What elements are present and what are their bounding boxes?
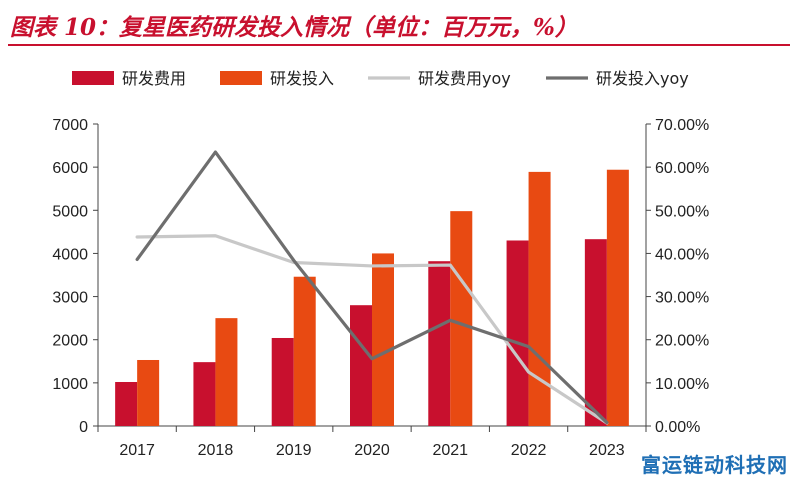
bar-rd-investment — [606, 169, 629, 426]
right-tick-label: 40.00% — [655, 246, 709, 263]
chart-title: 图表 10：复星医药研发投入情况（单位：百万元，%） — [10, 14, 578, 41]
legend-item: 研发投入 — [220, 69, 334, 88]
bar-rd-expense — [506, 240, 529, 426]
legend-item: 研发费用yoy — [368, 69, 511, 88]
bar-rd-investment — [450, 211, 473, 426]
x-tick-label: 2021 — [432, 442, 468, 459]
bar-rd-expense — [584, 239, 607, 426]
left-tick-label: 6000 — [52, 160, 88, 177]
bar-rd-investment — [215, 318, 238, 426]
title-rule — [8, 44, 790, 46]
watermark: 富运链动科技网 — [641, 453, 788, 477]
bar-rd-expense — [428, 261, 451, 426]
legend-label: 研发费用 — [122, 69, 186, 88]
left-tick-label: 2000 — [52, 333, 88, 350]
x-tick-label: 2023 — [589, 442, 625, 459]
right-tick-label: 50.00% — [655, 203, 709, 220]
bar-rd-expense — [115, 381, 138, 426]
bars — [115, 169, 629, 426]
legend-item: 研发投入yoy — [546, 69, 689, 88]
x-tick-label: 2022 — [511, 442, 547, 459]
bar-rd-expense — [271, 337, 294, 426]
bar-rd-investment — [372, 253, 394, 426]
bar-rd-expense — [193, 362, 216, 426]
left-tick-label: 0 — [79, 419, 88, 436]
right-tick-label: 70.00% — [655, 117, 709, 134]
right-tick-label: 30.00% — [655, 290, 709, 307]
legend-swatch-bar — [72, 71, 114, 85]
legend-label: 研发投入 — [270, 69, 334, 88]
x-tick-label: 2018 — [198, 442, 234, 459]
x-tick-label: 2017 — [119, 442, 155, 459]
x-tick-label: 2020 — [354, 442, 390, 459]
bar-rd-investment — [137, 359, 160, 426]
legend: 研发费用 研发投入 研发费用yoy 研发投入yoy — [72, 69, 689, 88]
x-tick-label: 2019 — [276, 442, 312, 459]
left-tick-label: 4000 — [52, 246, 88, 263]
bar-rd-investment — [293, 276, 316, 426]
legend-label: 研发投入yoy — [596, 69, 689, 88]
title-bar: 图表 10：复星医药研发投入情况（单位：百万元，%） — [0, 0, 796, 46]
axes: 0 1000 2000 3000 4000 5000 6000 7000 0.00% 10.00%… — [52, 117, 709, 459]
left-tick-label: 7000 — [52, 117, 88, 134]
legend-label: 研发费用yoy — [418, 69, 511, 88]
right-tick-label: 60.00% — [655, 160, 709, 177]
legend-item: 研发费用 — [72, 69, 186, 88]
bar-rd-investment — [528, 171, 551, 426]
line-expense-yoy — [135, 234, 609, 425]
right-tick-label: 0.00% — [655, 419, 700, 436]
line-investment-yoy — [135, 150, 609, 425]
lines — [135, 150, 609, 425]
legend-swatch-bar — [220, 71, 262, 85]
left-tick-label: 5000 — [52, 203, 88, 220]
right-tick-label: 10.00% — [655, 376, 709, 393]
left-tick-label: 3000 — [52, 290, 88, 307]
left-tick-label: 1000 — [52, 376, 88, 393]
bar-rd-expense — [350, 305, 372, 426]
right-tick-label: 20.00% — [655, 333, 709, 350]
